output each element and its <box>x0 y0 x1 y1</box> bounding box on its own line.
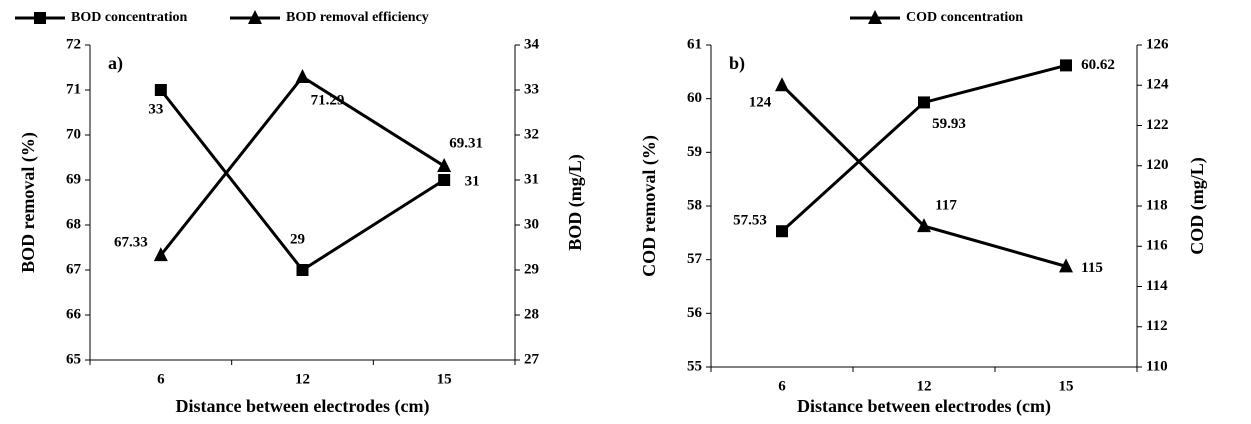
data-point <box>295 68 310 83</box>
data-point <box>1059 258 1073 273</box>
data-label: 69.31 <box>449 135 483 151</box>
y2-tick-label: 28 <box>524 306 539 322</box>
y2-tick-label: 122 <box>1146 117 1169 133</box>
x-tick-label: 6 <box>778 378 786 394</box>
y2-tick-label: 27 <box>524 351 540 367</box>
y-tick-label: 65 <box>66 351 81 367</box>
data-label: 57.53 <box>733 213 767 229</box>
x-axis-label: Distance between electrodes (cm) <box>797 396 1051 417</box>
y-tick-label: 67 <box>66 261 82 277</box>
y-tick-label: 60 <box>687 90 702 106</box>
y-tick-label: 70 <box>66 126 81 142</box>
y-axis-label: COD removal (%) <box>639 135 660 277</box>
data-label: 31 <box>465 173 480 189</box>
y2-tick-label: 31 <box>524 171 539 187</box>
y2-tick-label: 118 <box>1146 197 1168 213</box>
y-axis-label: BOD removal (%) <box>18 132 39 273</box>
series-line <box>780 63 1067 233</box>
panel-label: b) <box>729 53 745 74</box>
legend-label: COD concentration <box>906 10 1023 25</box>
data-point <box>296 264 309 276</box>
data-label: 124 <box>749 95 772 111</box>
data-label: 117 <box>935 198 957 214</box>
y2-tick-label: 114 <box>1146 278 1168 294</box>
data-point <box>776 225 788 238</box>
y2-axis-label: COD (mg/L) <box>1187 157 1208 255</box>
data-label: 33 <box>148 101 163 117</box>
y-tick-label: 59 <box>687 144 702 160</box>
y-tick-label: 61 <box>687 36 702 52</box>
x-tick-label: 12 <box>295 371 310 387</box>
data-point <box>153 247 168 262</box>
x-tick-label: 6 <box>157 371 165 387</box>
y-tick-label: 72 <box>66 36 81 52</box>
y2-tick-label: 32 <box>524 126 539 142</box>
data-point <box>438 174 451 186</box>
data-point <box>437 158 452 173</box>
y2-axis-label: BOD (mg/L) <box>565 154 586 251</box>
y-tick-label: 56 <box>687 305 703 321</box>
data-label: 60.62 <box>1081 57 1115 73</box>
x-tick-label: 12 <box>917 378 932 394</box>
panel-label: a) <box>108 53 123 74</box>
y2-tick-label: 110 <box>1146 358 1168 374</box>
data-point <box>1060 59 1072 72</box>
y2-tick-label: 29 <box>524 261 539 277</box>
y2-tick-label: 34 <box>524 36 540 52</box>
legend-marker <box>34 12 46 24</box>
x-tick-label: 15 <box>437 371 452 387</box>
y-tick-label: 68 <box>66 216 81 232</box>
data-label: 29 <box>290 231 305 247</box>
data-label: 59.93 <box>932 116 966 132</box>
y2-tick-label: 112 <box>1146 318 1168 334</box>
data-label: 67.33 <box>114 235 148 251</box>
y2-tick-label: 120 <box>1146 157 1169 173</box>
y2-tick-label: 30 <box>524 216 539 232</box>
series-line <box>159 74 445 257</box>
data-point <box>917 218 931 233</box>
data-label: 71.29 <box>311 92 345 108</box>
y-tick-label: 69 <box>66 171 81 187</box>
legend-label: BOD removal efficiency <box>286 10 429 25</box>
legend-marker <box>868 10 882 24</box>
y2-tick-label: 33 <box>524 81 539 97</box>
data-point <box>918 96 930 109</box>
y-tick-label: 55 <box>687 358 702 374</box>
y-tick-label: 58 <box>687 197 702 213</box>
data-point <box>154 84 167 96</box>
data-point <box>775 77 789 92</box>
y2-tick-label: 126 <box>1146 36 1169 52</box>
y2-tick-label: 124 <box>1146 77 1169 93</box>
y-tick-label: 71 <box>66 81 81 97</box>
legend-marker <box>248 10 262 24</box>
legend-label: BOD concentration <box>71 10 187 25</box>
series-line <box>780 84 1067 268</box>
y-tick-label: 66 <box>66 306 82 322</box>
data-label: 115 <box>1081 260 1103 276</box>
y-tick-label: 57 <box>687 251 703 267</box>
y2-tick-label: 116 <box>1146 238 1168 254</box>
x-axis-label: Distance between electrodes (cm) <box>175 396 429 417</box>
x-tick-label: 15 <box>1059 378 1074 394</box>
